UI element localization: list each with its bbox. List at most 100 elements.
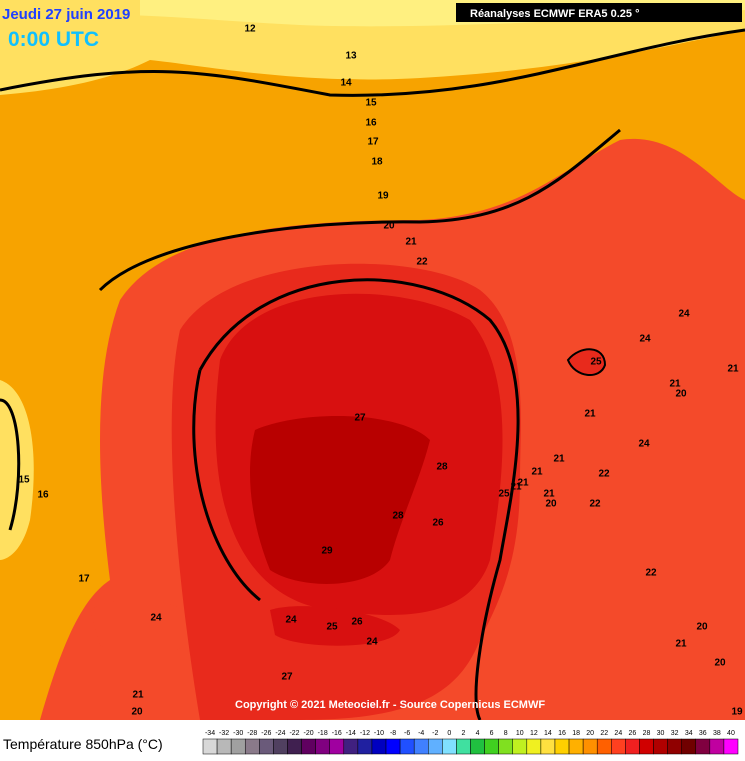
contour-label: 25 (590, 357, 602, 368)
contour-label: 28 (436, 462, 448, 473)
colorbar-swatch (568, 738, 584, 755)
contour-label: 26 (351, 617, 363, 628)
date: Jeudi 27 juin 2019 (2, 6, 130, 23)
contour-label: 21 (405, 237, 417, 248)
colorbar-swatch (357, 738, 373, 755)
contour-label: 21 (531, 467, 543, 478)
colorbar-swatch (526, 738, 542, 755)
colorbar-swatch (273, 738, 288, 755)
colorbar-tick-label: -4 (418, 730, 424, 737)
colorbar-swatch (695, 738, 711, 755)
colorbar-swatch (287, 738, 302, 755)
source-bg (456, 3, 742, 22)
contour-label: 20 (131, 707, 143, 718)
colorbar-swatch (582, 738, 598, 755)
contour-label: 21 (543, 489, 555, 500)
colorbar-swatch (315, 738, 330, 755)
colorbar-swatch (498, 738, 513, 755)
colorbar-tick-label: 26 (629, 730, 637, 737)
colorbar-tick-label: 12 (530, 730, 538, 737)
contour-label: 15 (18, 475, 30, 486)
colorbar-tick-label: 14 (544, 730, 552, 737)
colorbar-swatch (540, 738, 556, 755)
contour-label: 24 (639, 334, 651, 345)
contour-label: 17 (78, 574, 90, 585)
contour-label: 13 (345, 51, 357, 62)
contour-label: 21 (727, 364, 739, 375)
contour-label: 21 (132, 690, 144, 701)
colorbar-tick-label: 34 (685, 730, 693, 737)
colorbar-tick-label: -26 (261, 730, 271, 737)
colorbar-tick-label: 28 (643, 730, 651, 737)
colorbar-swatch (399, 738, 415, 755)
colorbar-swatch (596, 738, 612, 755)
copyright: Copyright © 2021 Meteociel.fr - Source C… (235, 699, 545, 711)
colorbar-swatch (428, 738, 443, 755)
colorbar-swatch (413, 738, 429, 755)
contour-label: 27 (281, 672, 293, 683)
contour-labels: 1213141516171819202122242425212021212724… (18, 24, 743, 718)
colorbar-tick-label: 22 (600, 730, 608, 737)
contour-label: 22 (589, 499, 601, 510)
colorbar-tick-label: -8 (390, 730, 396, 737)
source: Réanalyses ECMWF ERA5 0.25 ° (470, 8, 639, 20)
colorbar-tick-label: -12 (360, 730, 370, 737)
colorbar-swatch (244, 738, 260, 755)
contour-label: 20 (714, 658, 726, 669)
contour-label: 21 (669, 379, 681, 390)
contour-label: 21 (517, 478, 529, 489)
contour-label: 16 (365, 118, 377, 129)
colorbar-swatch (230, 738, 246, 755)
colorbar-swatch (554, 738, 570, 755)
colorbar-swatch (442, 738, 457, 755)
colorbar-tick-label: 36 (699, 730, 707, 737)
contour-label: 22 (645, 568, 657, 579)
colorbar-tick-label: 40 (727, 730, 735, 737)
contour-label: 16 (37, 490, 49, 501)
contour-label: 24 (366, 637, 378, 648)
colorbar-tick-label: 10 (516, 730, 524, 737)
legend-label: Température 850hPa (°C) (3, 736, 163, 752)
contour-label: 25 (326, 622, 338, 633)
colorbar-tick-label: -24 (275, 730, 285, 737)
contour-label: 29 (321, 546, 333, 557)
colorbar-tick-label: 32 (671, 730, 679, 737)
colorbar-tick-label: 16 (558, 730, 566, 737)
colorbar-tick-label: 30 (657, 730, 665, 737)
colorbar-swatch (484, 738, 499, 755)
contour-label: 14 (340, 78, 352, 89)
colorbar-tick-label: -6 (404, 730, 410, 737)
colorbar-tick-label: -10 (374, 730, 384, 737)
colorbar-swatch (371, 738, 387, 755)
contour-label: 21 (553, 454, 565, 465)
contour-label: 19 (377, 191, 389, 202)
colorbar-tick-label: 20 (586, 730, 594, 737)
colorbar-tick-label: 2 (462, 730, 466, 737)
contour-label: 19 (731, 707, 743, 718)
colorbar-swatch (709, 738, 725, 755)
colorbar-swatch (667, 738, 682, 755)
colorbar-swatch (611, 738, 626, 755)
colorbar-swatch (625, 738, 640, 755)
colorbar-tick-label: -32 (219, 730, 229, 737)
colorbar-swatch (301, 738, 316, 755)
contour-label: 20 (383, 221, 395, 232)
contour-label: 26 (432, 518, 444, 529)
contour-label: 27 (354, 413, 366, 424)
colorbar-swatch (216, 738, 232, 755)
contour-label: 15 (365, 98, 377, 109)
contour-label: 22 (416, 257, 428, 268)
contour-label: 20 (675, 389, 687, 400)
colorbar-tick-label: 24 (614, 730, 622, 737)
colorbar-tick-label: 8 (504, 730, 508, 737)
colorbar-tick-label: 4 (476, 730, 480, 737)
contour-label: 21 (584, 409, 596, 420)
colorbar-swatch (653, 738, 668, 755)
contour-label: 24 (678, 309, 690, 320)
colorbar-tick-label: -28 (247, 730, 257, 737)
colorbar-tick-label: 18 (572, 730, 580, 737)
colorbar-tick-label: -2 (432, 730, 438, 737)
colorbar-tick-label: -18 (318, 730, 328, 737)
contour-label: 21 (510, 482, 522, 493)
contour-label: 24 (638, 439, 650, 450)
